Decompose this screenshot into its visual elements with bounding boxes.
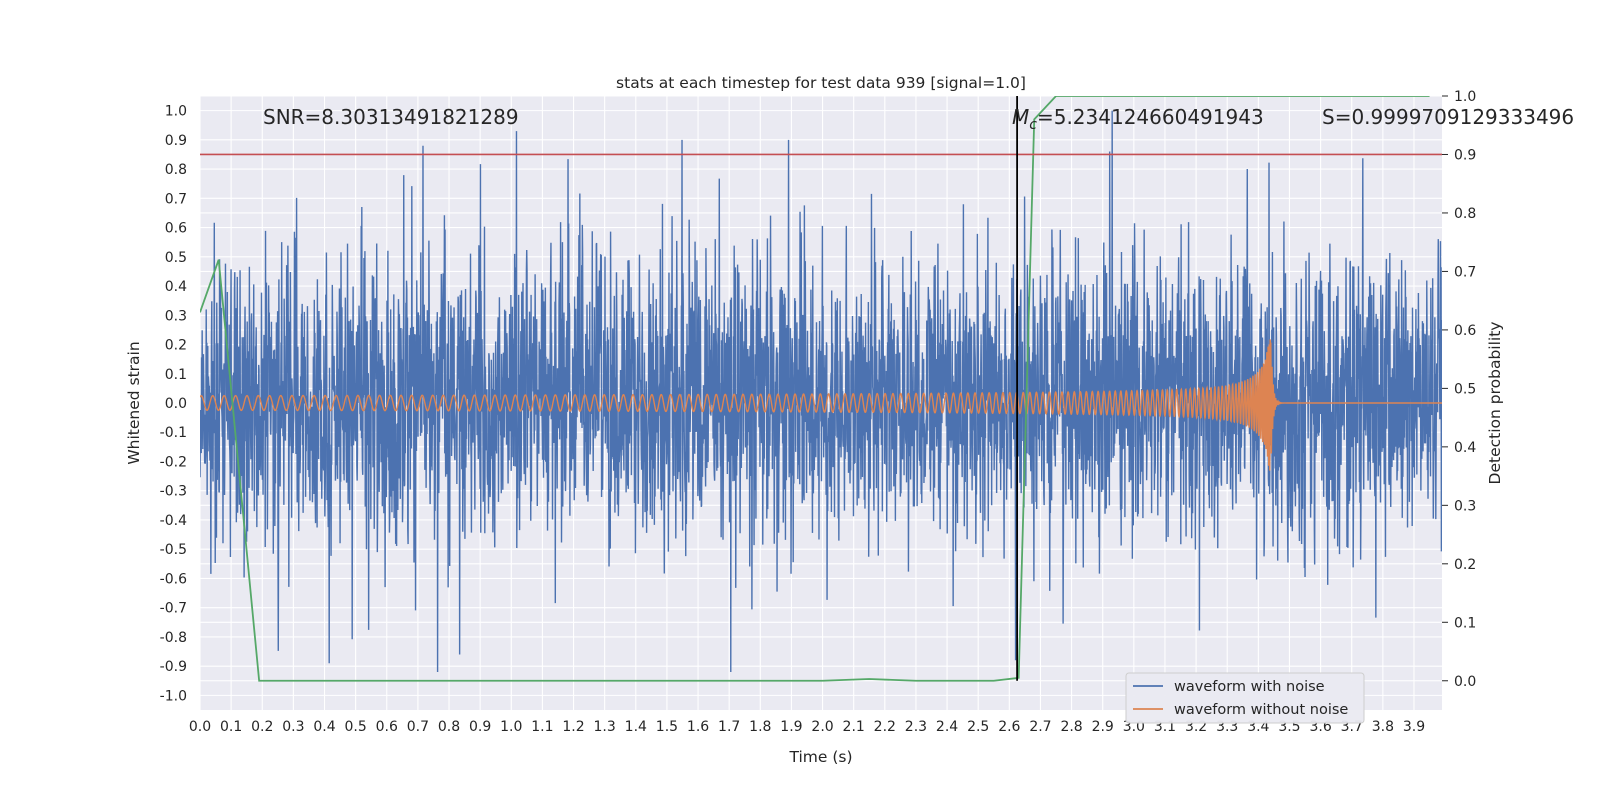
y-right-tick-label: 0.2 bbox=[1454, 557, 1476, 573]
y-left-tick-label: 0.8 bbox=[165, 162, 187, 178]
x-tick-label: 0.3 bbox=[282, 719, 304, 735]
chart-title: stats at each timestep for test data 939… bbox=[616, 74, 1026, 92]
y-right-tick-label: 1.0 bbox=[1454, 89, 1476, 105]
x-tick-label: 3.8 bbox=[1372, 719, 1394, 735]
x-tick-label: 0.9 bbox=[469, 719, 491, 735]
x-tick-label: 1.8 bbox=[749, 719, 771, 735]
y-left-tick-label: -0.4 bbox=[160, 513, 187, 529]
y-left-tick-label: -1.0 bbox=[160, 688, 187, 704]
x-tick-label: 0.7 bbox=[407, 719, 429, 735]
y-left-tick-label: 0.5 bbox=[165, 250, 187, 266]
score-annotation: S=0.9999709129333496 bbox=[1322, 105, 1574, 129]
legend-box bbox=[1125, 672, 1365, 724]
y-right-tick-label: 0.3 bbox=[1454, 498, 1476, 514]
x-tick-label: 1.1 bbox=[531, 719, 553, 735]
y-left-tick-label: -0.7 bbox=[160, 601, 187, 617]
y-left-tick-label: -0.1 bbox=[160, 425, 187, 441]
y-right-tick-label: 0.4 bbox=[1454, 440, 1476, 456]
noise-waveform-line bbox=[200, 110, 1442, 672]
x-tick-label: 0.1 bbox=[220, 719, 242, 735]
x-tick-label: 2.4 bbox=[936, 719, 958, 735]
y-left-tick-label: 0.7 bbox=[165, 191, 187, 207]
x-axis-label: Time (s) bbox=[788, 748, 852, 766]
x-tick-label: 2.6 bbox=[998, 719, 1020, 735]
series-detection-probability bbox=[200, 96, 1430, 682]
y-left-tick-label: -0.2 bbox=[160, 454, 187, 470]
overlays bbox=[200, 96, 1442, 681]
x-tick-label: 0.6 bbox=[376, 719, 398, 735]
y-right-tick-label: 0.9 bbox=[1454, 147, 1476, 163]
y-left-tick-label: 0.3 bbox=[165, 308, 187, 324]
y-left-tick-label: 1.0 bbox=[165, 104, 187, 120]
x-tick-label: 2.2 bbox=[874, 719, 896, 735]
x-tick-label: 0.4 bbox=[313, 719, 335, 735]
chirp-mass-symbol: M bbox=[1012, 105, 1029, 129]
x-tick-label: 2.1 bbox=[843, 719, 865, 735]
x-tick-label: 1.0 bbox=[500, 719, 522, 735]
y-right-tick-label: 0.7 bbox=[1454, 264, 1476, 280]
series-waveform-without-noise bbox=[200, 339, 1442, 471]
x-tick-label: 2.9 bbox=[1092, 719, 1114, 735]
x-tick-label: 0.0 bbox=[189, 719, 211, 735]
y-left-tick-label: 0.6 bbox=[165, 221, 187, 237]
x-tick-label: 1.2 bbox=[562, 719, 584, 735]
y-left-tick-label: 0.4 bbox=[165, 279, 187, 295]
y-left-tick-label: -0.6 bbox=[160, 571, 187, 587]
y-left-tick-label: 0.1 bbox=[165, 367, 187, 383]
x-tick-label: 1.9 bbox=[780, 719, 802, 735]
y-right-tick-labels: 1.0 0.9 0.8 0.7 0.6 0.5 0.4 0.3 0.2 0.1 0.0 bbox=[1442, 89, 1476, 690]
y-left-tick-label: -0.8 bbox=[160, 630, 187, 646]
y-right-tick-label: 0.6 bbox=[1454, 323, 1476, 339]
legend-label-noise: waveform with noise bbox=[1174, 679, 1325, 695]
x-tick-label: 2.0 bbox=[811, 719, 833, 735]
y-right-axis-label: Detection probability bbox=[1486, 322, 1504, 485]
y-left-axis-label: Whitened strain bbox=[125, 341, 143, 464]
chirp-mass-subscript: c bbox=[1029, 117, 1037, 133]
legend-label-clean: waveform without noise bbox=[1174, 702, 1348, 718]
series-waveform-with-noise bbox=[200, 110, 1442, 672]
y-left-tick-label: 0.0 bbox=[165, 396, 187, 412]
snr-annotation: SNR=8.30313491821289 bbox=[263, 105, 519, 129]
y-left-tick-label: -0.3 bbox=[160, 484, 187, 500]
y-right-tick-label: 0.8 bbox=[1454, 206, 1476, 222]
chirp-mass-value: =5.234124660491943 bbox=[1037, 105, 1264, 129]
y-left-tick-labels: 1.0 0.9 0.8 0.7 0.6 0.5 0.4 0.3 0.2 0.1 0.0 -0.1 -0.… bbox=[160, 104, 187, 705]
chirp-mass-annotation: Mc=5.234124660491943 bbox=[1012, 105, 1264, 133]
x-tick-label: 2.7 bbox=[1029, 719, 1051, 735]
x-tick-label: 0.8 bbox=[438, 719, 460, 735]
x-tick-label: 1.3 bbox=[594, 719, 616, 735]
y-left-tick-label: -0.9 bbox=[160, 659, 187, 675]
x-tick-label: 1.4 bbox=[625, 719, 647, 735]
probability-line bbox=[200, 96, 1430, 682]
legend: waveform with noise waveform without noi… bbox=[1125, 672, 1365, 724]
y-left-tick-label: 0.2 bbox=[165, 338, 187, 354]
x-tick-label: 0.2 bbox=[251, 719, 273, 735]
x-tick-label: 2.3 bbox=[905, 719, 927, 735]
y-right-tick-label: 0.0 bbox=[1454, 674, 1476, 690]
x-tick-label: 3.9 bbox=[1403, 719, 1425, 735]
x-tick-label: 1.5 bbox=[656, 719, 678, 735]
x-tick-label: 1.7 bbox=[718, 719, 740, 735]
y-left-tick-label: 0.9 bbox=[165, 133, 187, 149]
y-left-tick-label: -0.5 bbox=[160, 542, 187, 558]
x-tick-label: 0.5 bbox=[345, 719, 367, 735]
x-tick-label: 1.6 bbox=[687, 719, 709, 735]
x-tick-label: 2.5 bbox=[967, 719, 989, 735]
x-tick-label: 2.8 bbox=[1060, 719, 1082, 735]
clean-waveform-line bbox=[200, 339, 1442, 471]
y-right-tick-label: 0.1 bbox=[1454, 615, 1476, 631]
y-right-tick-label: 0.5 bbox=[1454, 381, 1476, 397]
